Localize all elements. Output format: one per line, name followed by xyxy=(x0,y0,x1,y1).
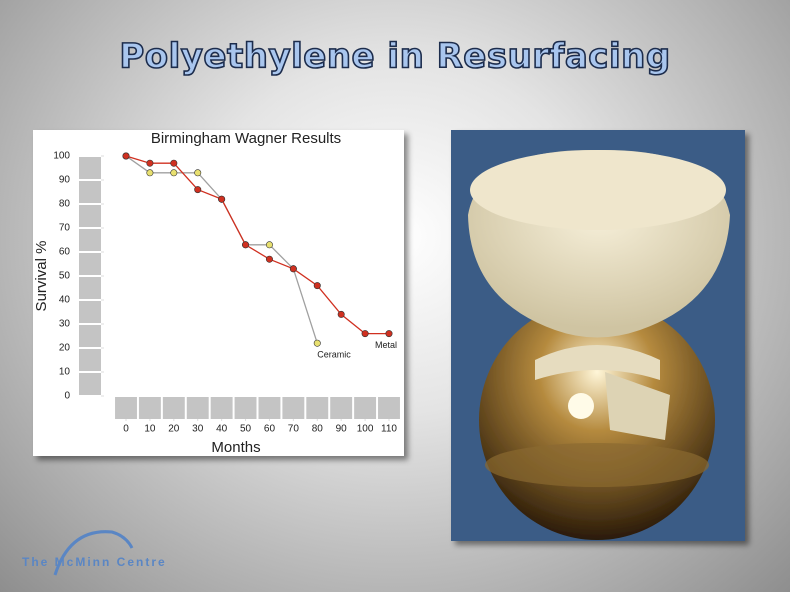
axis-cell xyxy=(186,397,209,419)
logo-text: The McMinn Centre xyxy=(22,555,167,569)
x-axis-title: Months xyxy=(211,439,260,456)
axis-cell xyxy=(79,277,101,299)
data-point xyxy=(170,159,178,167)
axis-cell xyxy=(378,397,400,419)
data-point xyxy=(146,169,154,177)
series-line xyxy=(125,155,389,335)
data-point xyxy=(218,195,226,203)
data-point xyxy=(194,186,202,194)
x-tick-label: 100 xyxy=(357,424,374,435)
y-tick-label: 30 xyxy=(59,319,71,330)
x-tick-label: 80 xyxy=(312,424,324,435)
y-tick-label: 70 xyxy=(59,223,71,234)
data-point xyxy=(265,255,273,263)
y-tick-label: 100 xyxy=(53,151,70,162)
data-point xyxy=(146,159,154,167)
chart: Birmingham Wagner Results Survival % Mon… xyxy=(33,130,400,456)
series-label: Metal xyxy=(375,340,397,350)
logo: The McMinn Centre xyxy=(22,530,167,576)
x-tick-label: 0 xyxy=(123,424,129,435)
axis-cell xyxy=(115,397,137,419)
data-point xyxy=(122,152,130,160)
axis-cell xyxy=(282,397,305,419)
photo xyxy=(451,130,745,541)
series-label: Ceramic xyxy=(317,350,351,360)
axis-cell xyxy=(79,205,101,227)
axis-cell xyxy=(258,397,281,419)
axis-cell xyxy=(79,373,101,395)
y-tick-label: 50 xyxy=(59,271,71,282)
axis-cell xyxy=(138,397,161,419)
axis-cell xyxy=(330,397,353,419)
x-tick-label: 10 xyxy=(144,424,156,435)
x-tick-label: 40 xyxy=(216,424,228,435)
data-point xyxy=(385,330,393,338)
axis-cell xyxy=(210,397,233,419)
x-tick-label: 110 xyxy=(381,424,397,435)
y-tick-label: 10 xyxy=(59,367,71,378)
axis-cell xyxy=(79,349,101,371)
axis-cell xyxy=(162,397,185,419)
data-point xyxy=(289,265,297,273)
chart-title: Birmingham Wagner Results xyxy=(151,130,341,147)
axis-cell xyxy=(306,397,329,419)
data-point xyxy=(170,169,178,177)
x-tick-label: 60 xyxy=(264,424,276,435)
axis-cell xyxy=(79,301,101,323)
data-point xyxy=(313,282,321,290)
data-point xyxy=(313,339,321,347)
y-tick-label: 20 xyxy=(59,343,71,354)
x-tick-label: 20 xyxy=(168,424,180,435)
axis-cell xyxy=(234,397,257,419)
data-point xyxy=(337,310,345,318)
y-tick-label: 60 xyxy=(59,247,71,258)
x-tick-label: 50 xyxy=(240,424,252,435)
axis-cell xyxy=(354,397,377,419)
data-point xyxy=(265,241,273,249)
y-tick-label: 80 xyxy=(59,199,71,210)
y-axis-title: Survival % xyxy=(33,241,50,312)
slide-title: Polyethylene in Resurfacing xyxy=(119,37,670,77)
axis-cell xyxy=(79,181,101,203)
data-point xyxy=(361,330,369,338)
y-tick-label: 40 xyxy=(59,295,71,306)
y-tick-label: 0 xyxy=(64,391,70,402)
x-tick-label: 70 xyxy=(288,424,300,435)
data-point xyxy=(194,169,202,177)
axis-cell xyxy=(79,157,101,179)
y-tick-label: 90 xyxy=(59,175,71,186)
axis-cell xyxy=(79,229,101,251)
axis-cell xyxy=(79,253,101,275)
x-tick-label: 30 xyxy=(192,424,204,435)
data-point xyxy=(242,241,250,249)
x-tick-label: 90 xyxy=(336,424,348,435)
axis-cell xyxy=(79,325,101,347)
